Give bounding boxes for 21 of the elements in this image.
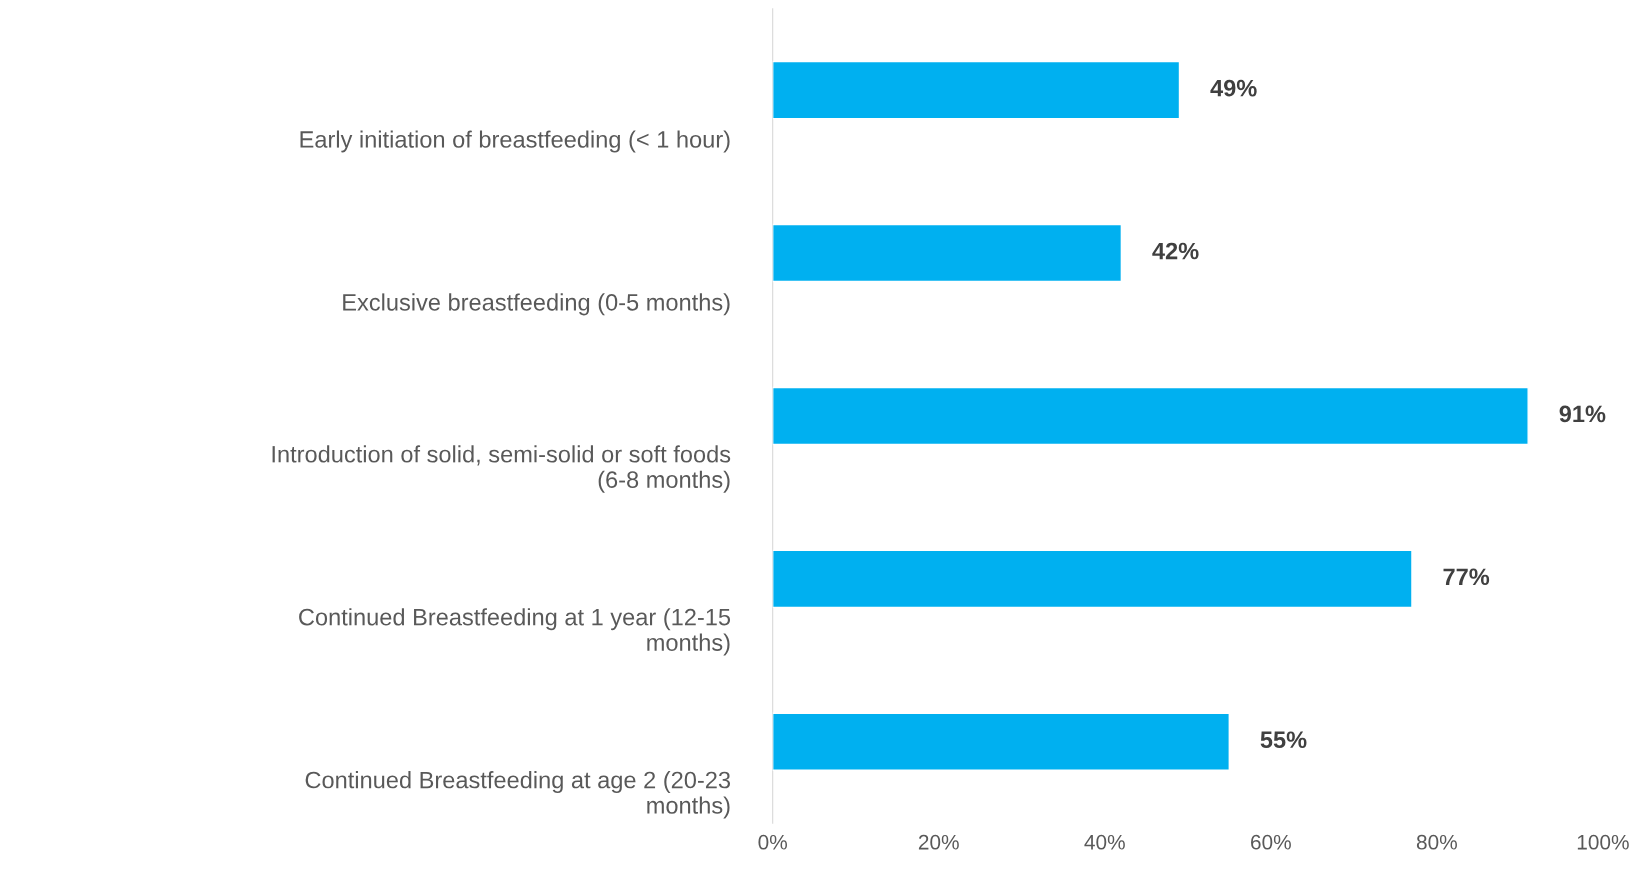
data-label: 91% xyxy=(1559,405,1606,423)
x-tick-label: 60% xyxy=(1251,834,1291,850)
data-label: 42% xyxy=(1152,242,1199,260)
x-tick-label: 20% xyxy=(918,834,959,850)
bar xyxy=(772,549,1413,609)
y-tick-label: Exclusive breastfeeding (0-5 months) xyxy=(343,293,730,316)
x-tick-label: 0% xyxy=(758,834,787,850)
y-tick-label: Continued Breastfeeding at age 2 (20-23 months) xyxy=(305,771,731,819)
bar xyxy=(772,223,1123,283)
bar xyxy=(772,60,1181,120)
bar xyxy=(772,386,1529,446)
x-tick-label: 40% xyxy=(1084,834,1125,850)
y-tick-label: Early initiation of breastfeeding (< 1 hour) xyxy=(300,130,730,153)
data-label: 49% xyxy=(1210,79,1257,97)
bar xyxy=(772,712,1230,771)
x-tick-label: 80% xyxy=(1416,834,1457,850)
x-tick-label: 100% xyxy=(1577,834,1629,850)
y-tick-label: Continued Breastfeeding at 1 year (12-15 months) xyxy=(299,608,731,656)
data-label: 77% xyxy=(1443,568,1490,586)
y-tick-label: Introduction of solid, semi-solid or soft foods (6-8 months) xyxy=(272,445,731,493)
data-label: 55% xyxy=(1260,731,1307,749)
